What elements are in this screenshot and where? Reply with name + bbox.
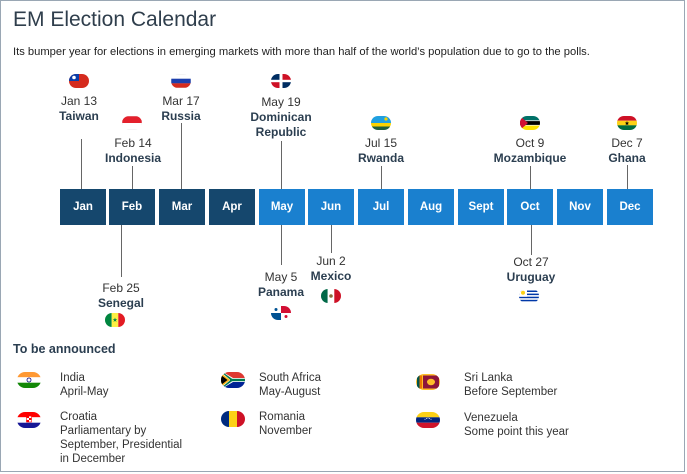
- event-panama: May 5 Panama: [249, 270, 313, 300]
- event-country: Panama: [257, 285, 305, 299]
- connector-dominican-republic: [281, 141, 282, 189]
- month-mar: Mar: [159, 189, 205, 225]
- senegal-flag-icon: [105, 313, 125, 327]
- month-oct: Oct: [507, 189, 553, 225]
- event-senegal: Feb 25 Senegal: [84, 281, 158, 311]
- uruguay-flag-icon: [519, 289, 539, 303]
- tba-name: South Africa: [259, 372, 322, 384]
- dominican-republic-flag-icon: [271, 74, 291, 88]
- event-date: Oct 9: [515, 136, 545, 150]
- event-country-line1: Dominican: [250, 110, 312, 124]
- tba-item-south-africa: South Africa May-August: [259, 371, 321, 399]
- connector-indonesia: [132, 166, 133, 189]
- event-date: Dec 7: [611, 136, 643, 150]
- event-date: Mar 17: [162, 94, 200, 108]
- month-feb: Feb: [109, 189, 155, 225]
- month-nov: Nov: [557, 189, 603, 225]
- india-flag-icon: [17, 372, 41, 388]
- tba-name: India: [60, 372, 85, 384]
- event-mexico: Jun 2 Mexico: [301, 254, 361, 284]
- event-country: Ghana: [608, 151, 646, 165]
- connector-panama: [281, 225, 282, 265]
- mozambique-flag-icon: [520, 116, 540, 130]
- taiwan-flag-icon: [69, 74, 89, 88]
- tba-item-croatia: Croatia Parliamentary by September, Pres…: [60, 410, 182, 466]
- event-country: Taiwan: [59, 109, 99, 123]
- month-sept: Sept: [458, 189, 504, 225]
- event-date: Jun 2: [316, 254, 346, 268]
- croatia-flag-icon: [17, 412, 41, 428]
- connector-uruguay: [531, 225, 532, 255]
- tba-name: Croatia: [60, 411, 98, 423]
- event-date: Feb 25: [102, 281, 140, 295]
- event-country: Rwanda: [357, 151, 404, 165]
- event-taiwan: Jan 13 Taiwan: [49, 94, 109, 124]
- mexico-flag-icon: [321, 289, 341, 303]
- tba-item-sri-lanka: Sri Lanka Before September: [464, 371, 557, 399]
- tba-when: Before September: [464, 386, 558, 398]
- tba-heading: To be announced: [13, 342, 116, 356]
- month-jul: Jul: [358, 189, 404, 225]
- event-dominican-republic: May 19 Dominican Republic: [239, 95, 323, 140]
- event-russia: Mar 17 Russia: [151, 94, 211, 124]
- tba-when-line1: Parliamentary by: [60, 425, 147, 437]
- tba-when: April-May: [60, 386, 109, 398]
- event-country: Mexico: [310, 269, 352, 283]
- month-apr: Apr: [209, 189, 255, 225]
- tba-when: May-August: [259, 386, 321, 398]
- tba-name: Romania: [259, 411, 306, 423]
- south-africa-flag-icon: [221, 372, 245, 388]
- tba-name: Sri Lanka: [464, 372, 513, 384]
- event-date: May 5: [264, 270, 298, 284]
- event-country: Uruguay: [506, 270, 556, 284]
- connector-rwanda: [381, 166, 382, 189]
- event-mozambique: Oct 9 Mozambique: [490, 136, 570, 166]
- tba-when-line3: in December: [60, 453, 126, 465]
- romania-flag-icon: [221, 411, 245, 427]
- venezuela-flag-icon: [416, 412, 440, 428]
- month-jan: Jan: [60, 189, 106, 225]
- connector-taiwan: [81, 139, 82, 189]
- page-subtitle: Its bumper year for elections in emergin…: [13, 46, 590, 58]
- connector-mozambique: [530, 166, 531, 189]
- page-title: EM Election Calendar: [13, 8, 217, 31]
- indonesia-flag-icon: [122, 116, 142, 130]
- tba-when: November: [259, 425, 313, 437]
- tba-item-romania: Romania November: [259, 410, 312, 438]
- tba-item-venezuela: Venezuela Some point this year: [464, 411, 569, 439]
- tba-when-line2: September, Presidential: [60, 439, 183, 451]
- rwanda-flag-icon: [371, 116, 391, 130]
- event-ghana: Dec 7 Ghana: [597, 136, 657, 166]
- event-country: Mozambique: [493, 151, 567, 165]
- panama-flag-icon: [271, 306, 291, 320]
- russia-flag-icon: [171, 74, 191, 88]
- event-indonesia: Feb 14 Indonesia: [97, 136, 169, 166]
- event-date: Oct 27: [513, 255, 549, 269]
- month-dec: Dec: [607, 189, 653, 225]
- event-rwanda: Jul 15 Rwanda: [351, 136, 411, 166]
- event-date: Jul 15: [364, 136, 398, 150]
- tba-name: Venezuela: [464, 412, 518, 424]
- month-may: May: [259, 189, 305, 225]
- connector-ghana: [627, 165, 628, 189]
- event-date: Feb 14: [114, 136, 152, 150]
- month-jun: Jun: [308, 189, 354, 225]
- event-country: Indonesia: [104, 151, 161, 165]
- tba-item-india: India April-May: [60, 371, 109, 399]
- event-uruguay: Oct 27 Uruguay: [498, 255, 564, 285]
- ghana-flag-icon: [617, 116, 637, 130]
- event-country-line2: Republic: [255, 125, 307, 139]
- month-aug: Aug: [408, 189, 454, 225]
- connector-mexico: [331, 225, 332, 253]
- event-date: May 19: [261, 95, 301, 109]
- tba-when: Some point this year: [464, 426, 569, 438]
- connector-russia: [181, 123, 182, 189]
- event-date: Jan 13: [60, 94, 98, 108]
- sri-lanka-flag-icon: [416, 374, 440, 390]
- connector-senegal: [121, 225, 122, 277]
- event-country: Senegal: [97, 296, 145, 310]
- event-country: Russia: [161, 109, 201, 123]
